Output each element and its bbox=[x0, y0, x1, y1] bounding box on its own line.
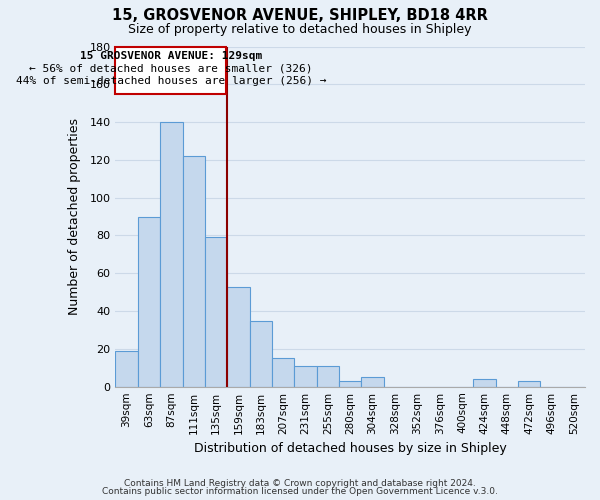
FancyBboxPatch shape bbox=[115, 46, 226, 94]
Text: Contains public sector information licensed under the Open Government Licence v.: Contains public sector information licen… bbox=[102, 487, 498, 496]
Text: ← 56% of detached houses are smaller (326): ← 56% of detached houses are smaller (32… bbox=[29, 64, 313, 74]
Text: 15 GROSVENOR AVENUE: 129sqm: 15 GROSVENOR AVENUE: 129sqm bbox=[80, 51, 262, 61]
Text: Contains HM Land Registry data © Crown copyright and database right 2024.: Contains HM Land Registry data © Crown c… bbox=[124, 478, 476, 488]
Bar bbox=[317, 366, 339, 386]
Text: 15, GROSVENOR AVENUE, SHIPLEY, BD18 4RR: 15, GROSVENOR AVENUE, SHIPLEY, BD18 4RR bbox=[112, 8, 488, 22]
X-axis label: Distribution of detached houses by size in Shipley: Distribution of detached houses by size … bbox=[194, 442, 506, 455]
Y-axis label: Number of detached properties: Number of detached properties bbox=[68, 118, 81, 315]
Bar bbox=[473, 379, 496, 386]
Bar bbox=[138, 216, 160, 386]
Bar bbox=[205, 238, 227, 386]
Bar bbox=[295, 366, 317, 386]
Bar bbox=[160, 122, 182, 386]
Bar bbox=[227, 286, 250, 386]
Text: Size of property relative to detached houses in Shipley: Size of property relative to detached ho… bbox=[128, 22, 472, 36]
Bar bbox=[339, 381, 361, 386]
Bar bbox=[182, 156, 205, 386]
Bar bbox=[250, 320, 272, 386]
Bar bbox=[518, 381, 540, 386]
Bar bbox=[361, 377, 384, 386]
Text: 44% of semi-detached houses are larger (256) →: 44% of semi-detached houses are larger (… bbox=[16, 76, 326, 86]
Bar bbox=[272, 358, 295, 386]
Bar bbox=[115, 351, 138, 386]
